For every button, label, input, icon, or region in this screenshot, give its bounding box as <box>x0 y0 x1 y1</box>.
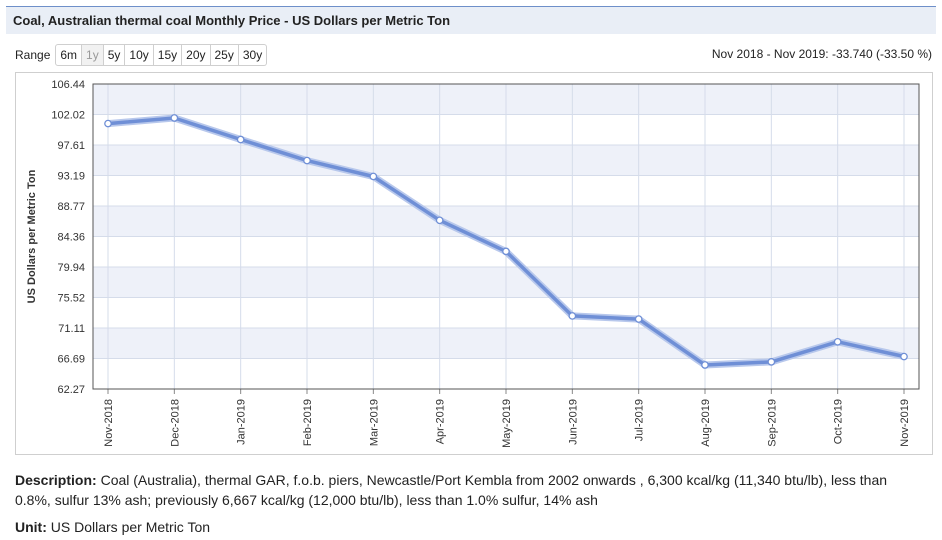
data-point <box>170 114 179 122</box>
range-buttons: 6m 1y 5y 10y 15y 20y 25y 30y <box>55 44 268 66</box>
x-tick-label: Oct-2019 <box>833 399 845 444</box>
x-tick-label: Jul-2019 <box>634 399 646 441</box>
data-point <box>236 135 245 144</box>
y-tick-label: 102.02 <box>51 110 85 122</box>
y-tick-label: 71.11 <box>58 323 85 335</box>
change-summary: Nov 2018 - Nov 2019: -33.740 (-33.50 %) <box>711 47 932 61</box>
data-point <box>767 358 776 366</box>
range-button-25y[interactable]: 25y <box>210 44 239 66</box>
y-tick-label: 97.61 <box>57 140 85 152</box>
plot-area-border <box>92 83 920 390</box>
range-label: Range <box>15 48 51 62</box>
unit-text: US Dollars per Metric Ton <box>46 519 211 535</box>
x-tick-label: Dec-2018 <box>169 399 181 447</box>
range-selector: Range 6m 1y 5y 10y 15y 20y 25y 30y <box>15 44 268 66</box>
data-point <box>701 361 709 369</box>
y-tick-label: 84.36 <box>57 232 85 244</box>
x-tick-label: Apr-2019 <box>435 399 447 444</box>
x-tick-label: Jun-2019 <box>567 399 579 445</box>
unit-label: Unit: <box>15 519 47 535</box>
data-point <box>634 315 643 323</box>
unit: Unit: US Dollars per Metric Ton <box>15 519 210 535</box>
line-chart: 106.44 102.02 97.61 93.19 88.77 84.36 79.94 75.… <box>26 79 920 448</box>
data-point <box>900 352 908 361</box>
y-tick-label: 75.52 <box>57 293 85 305</box>
range-button-20y[interactable]: 20y <box>182 44 211 66</box>
description-label: Description: <box>15 472 97 488</box>
x-tick-label: Nov-2018 <box>103 399 115 447</box>
range-button-30y[interactable]: 30y <box>238 44 268 66</box>
x-tick-label: Sep-2019 <box>766 399 778 447</box>
data-point <box>435 216 444 225</box>
data-point <box>303 156 311 165</box>
y-tick-label: 66.69 <box>57 354 85 366</box>
range-button-1y[interactable]: 1y <box>82 44 104 66</box>
data-point <box>568 312 577 320</box>
range-button-6m[interactable]: 6m <box>55 44 83 66</box>
y-tick-label: 62.27 <box>57 384 85 396</box>
y-tick-label: 79.94 <box>57 262 85 274</box>
title-bar: Coal, Australian thermal coal Monthly Pr… <box>6 6 936 34</box>
x-tick-label: Aug-2019 <box>700 399 712 447</box>
chart-title: Coal, Australian thermal coal Monthly Pr… <box>13 13 451 28</box>
data-point <box>104 119 112 128</box>
range-button-5y[interactable]: 5y <box>103 44 126 66</box>
data-point <box>833 337 842 346</box>
range-button-15y[interactable]: 15y <box>153 44 183 66</box>
range-button-10y[interactable]: 10y <box>125 44 154 66</box>
x-tick-label: May-2019 <box>501 399 513 448</box>
data-point <box>502 247 510 256</box>
description-text: Coal (Australia), thermal GAR, f.o.b. pi… <box>15 472 888 508</box>
y-tick-label: 93.19 <box>57 171 85 183</box>
y-axis-label: US Dollars per Metric Ton <box>26 169 38 303</box>
y-tick-label: 106.44 <box>51 79 85 91</box>
data-point <box>369 172 378 181</box>
x-tick-label: Jan-2019 <box>236 399 248 445</box>
x-tick-label: Feb-2019 <box>302 399 314 446</box>
y-tick-label: 88.77 <box>57 201 85 213</box>
chart-frame: 106.44 102.02 97.61 93.19 88.77 84.36 79.94 75.… <box>15 72 933 455</box>
x-tick-label: Mar-2019 <box>368 399 380 446</box>
x-tick-label: Nov-2019 <box>899 399 911 447</box>
description: Description: Coal (Australia), thermal G… <box>15 470 920 510</box>
